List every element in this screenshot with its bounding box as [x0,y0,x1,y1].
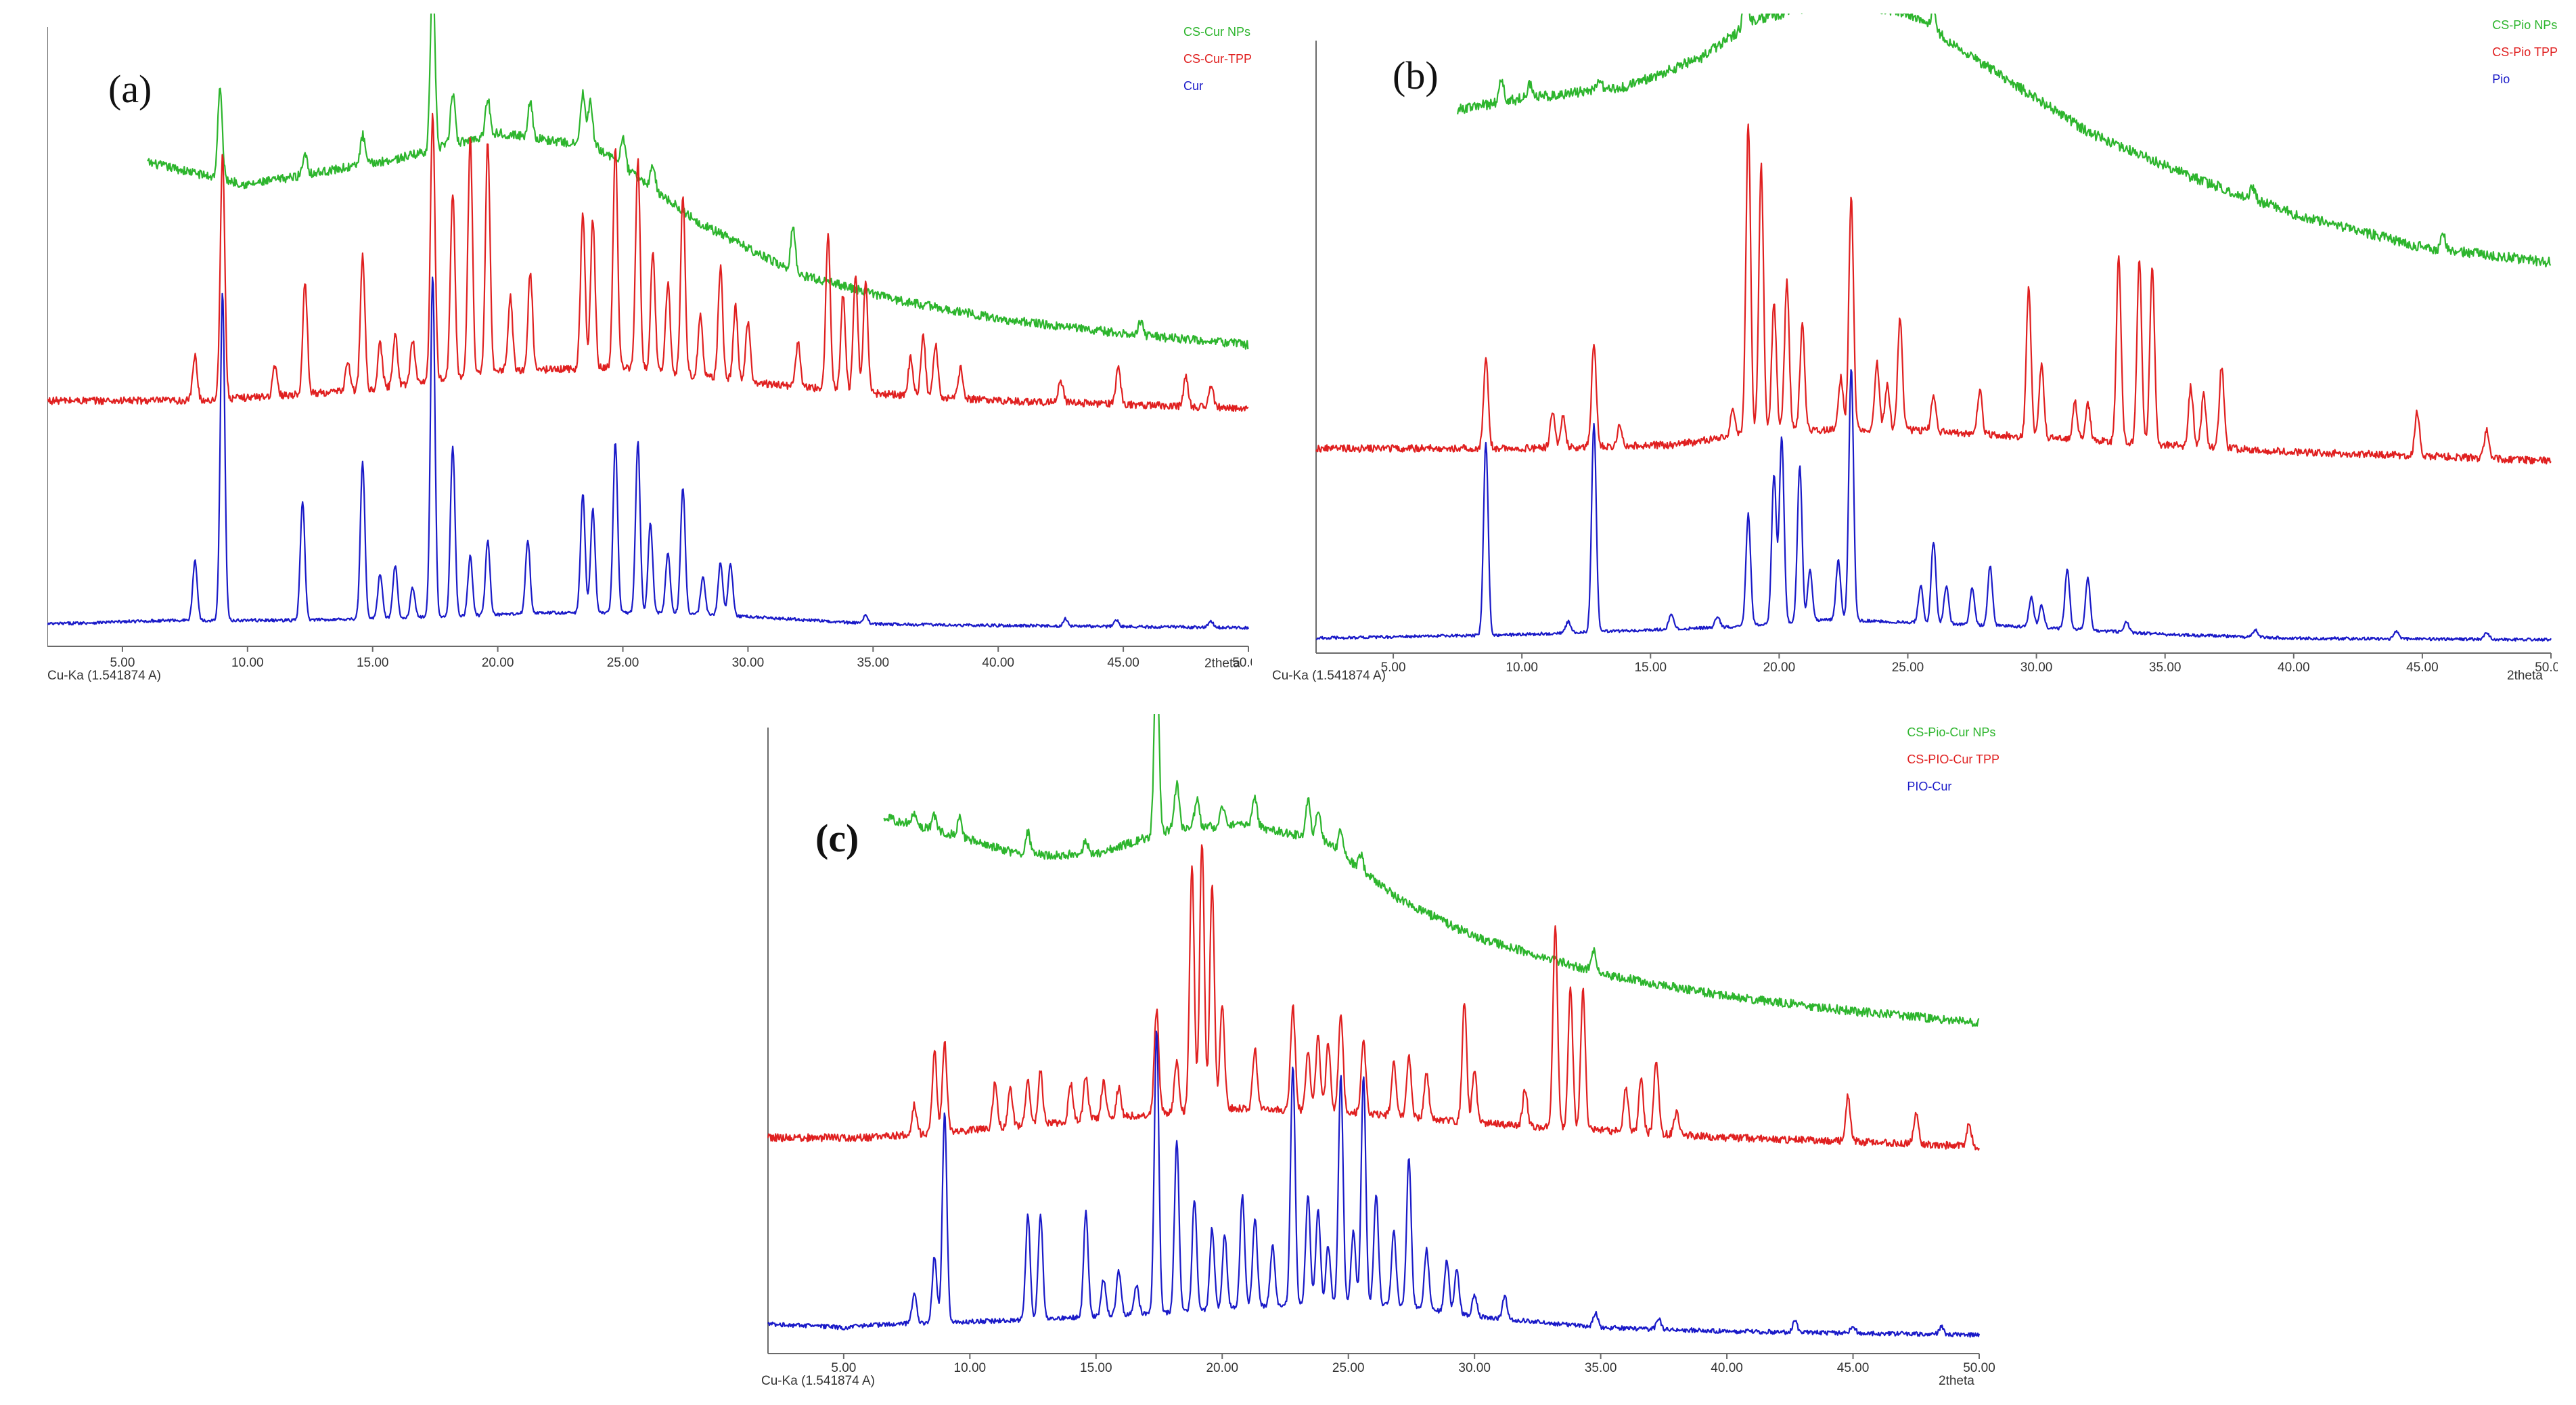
x-tick-label: 45.00 [2406,661,2439,675]
legend-entry: CS-Cur NPs [1183,25,1250,39]
legend-entry: CS-Pio-Cur NPs [1907,726,1996,739]
x-tick-label: 35.00 [2149,661,2182,675]
x-tick-label: 15.00 [1080,1361,1112,1375]
panel-c-label: (c) [815,816,859,860]
panel-c: 5.00 10.00 15.00 20.00 25.00 30.00 35.00 40.00 4… [761,714,1999,1394]
x-tick-label: 35.00 [1585,1361,1617,1375]
x-tick-label: 35.00 [857,656,890,670]
legend-entry: Pio [2492,72,2510,86]
series-line-cs-pio-tpp [1315,123,2552,465]
x-tick-label: 10.00 [954,1361,987,1375]
x-tick-label: 40.00 [982,656,1014,670]
panel-a-legend: CS-Cur NPs CS-Cur-TPP Cur [1183,26,1252,107]
x-axis-label: 2theta [1939,1374,1974,1388]
series-line-cs-pio-cur-nps [883,714,1980,1027]
panel-c-legend: CS-Pio-Cur NPs CS-PIO-Cur TPP PIO-Cur [1907,726,1999,807]
x-tick-label: 20.00 [1763,661,1796,675]
panel-b-label: (b) [1393,53,1439,97]
series-line-cs-cur-nps [147,14,1249,350]
series-line-cs-pio-cur-tpp [767,844,1981,1151]
x-tick-label: 5.00 [1381,661,1406,675]
legend-entry: CS-Pio NPs [2492,18,2558,32]
panel-c-plot: 5.00 10.00 15.00 20.00 25.00 30.00 35.00 40.00 4… [767,714,1995,1375]
series-line-cs-cur-tpp [47,112,1249,412]
x-tick-label: 5.00 [110,656,135,670]
x-tick-label: 30.00 [2020,661,2053,675]
legend-entry: CS-Pio TPP [2492,45,2558,59]
series-line-pio [1315,369,2552,642]
x-axis-label: 2theta [2507,669,2543,683]
legend-entry: CS-Cur-TPP [1183,52,1252,66]
radiation-label: Cu-Ka (1.541874 A) [761,1374,875,1388]
x-tick-label: 25.00 [1892,661,1924,675]
panel-b: 5.00 10.00 15.00 20.00 25.00 30.00 35.00 40.00 4… [1272,14,2558,690]
panel-b-plot: 5.00 10.00 15.00 20.00 25.00 30.00 35.00 40.00 4… [1315,14,2558,675]
legend-entry: Cur [1183,79,1203,93]
x-tick-label: 40.00 [1711,1361,1743,1375]
legend-entry: PIO-Cur [1907,780,1952,793]
series-line-cs-pio-nps [1457,14,2552,268]
x-tick-label: 40.00 [2278,661,2310,675]
x-tick-label: 10.00 [231,656,264,670]
x-axis-label: 2theta [1204,656,1240,671]
panel-b-legend: CS-Pio NPs CS-Pio TPP Pio [2492,19,2558,100]
x-tick-label: 15.00 [1634,661,1667,675]
x-tick-label: 20.00 [1206,1361,1238,1375]
radiation-label: Cu-Ka (1.541874 A) [47,669,161,683]
x-tick-label: 30.00 [732,656,765,670]
x-tick-label: 20.00 [482,656,514,670]
x-tick-label: 50.00 [1232,656,1252,670]
x-tick-label: 15.00 [357,656,389,670]
x-tick-label: 50.00 [2535,661,2558,675]
x-tick-label: 45.00 [1107,656,1139,670]
x-tick-label: 25.00 [1332,1361,1365,1375]
panel-a: 5.00 10.00 15.00 20.00 25.00 30.00 35.00 40.00 4… [47,14,1252,690]
x-tick-label: 10.00 [1506,661,1538,675]
legend-entry: CS-PIO-Cur TPP [1907,753,1999,766]
series-line-cur [47,276,1250,630]
panel-a-plot: 5.00 10.00 15.00 20.00 25.00 30.00 35.00 40.00 4… [47,14,1252,670]
x-tick-label: 45.00 [1837,1361,1870,1375]
x-tick-label: 50.00 [1963,1361,1995,1375]
x-tick-label: 30.00 [1458,1361,1491,1375]
x-tick-label: 5.00 [831,1361,856,1375]
x-tick-label: 25.00 [607,656,639,670]
radiation-label: Cu-Ka (1.541874 A) [1272,669,1386,683]
series-line-pio-cur [767,1030,1981,1338]
panel-a-label: (a) [108,67,152,111]
